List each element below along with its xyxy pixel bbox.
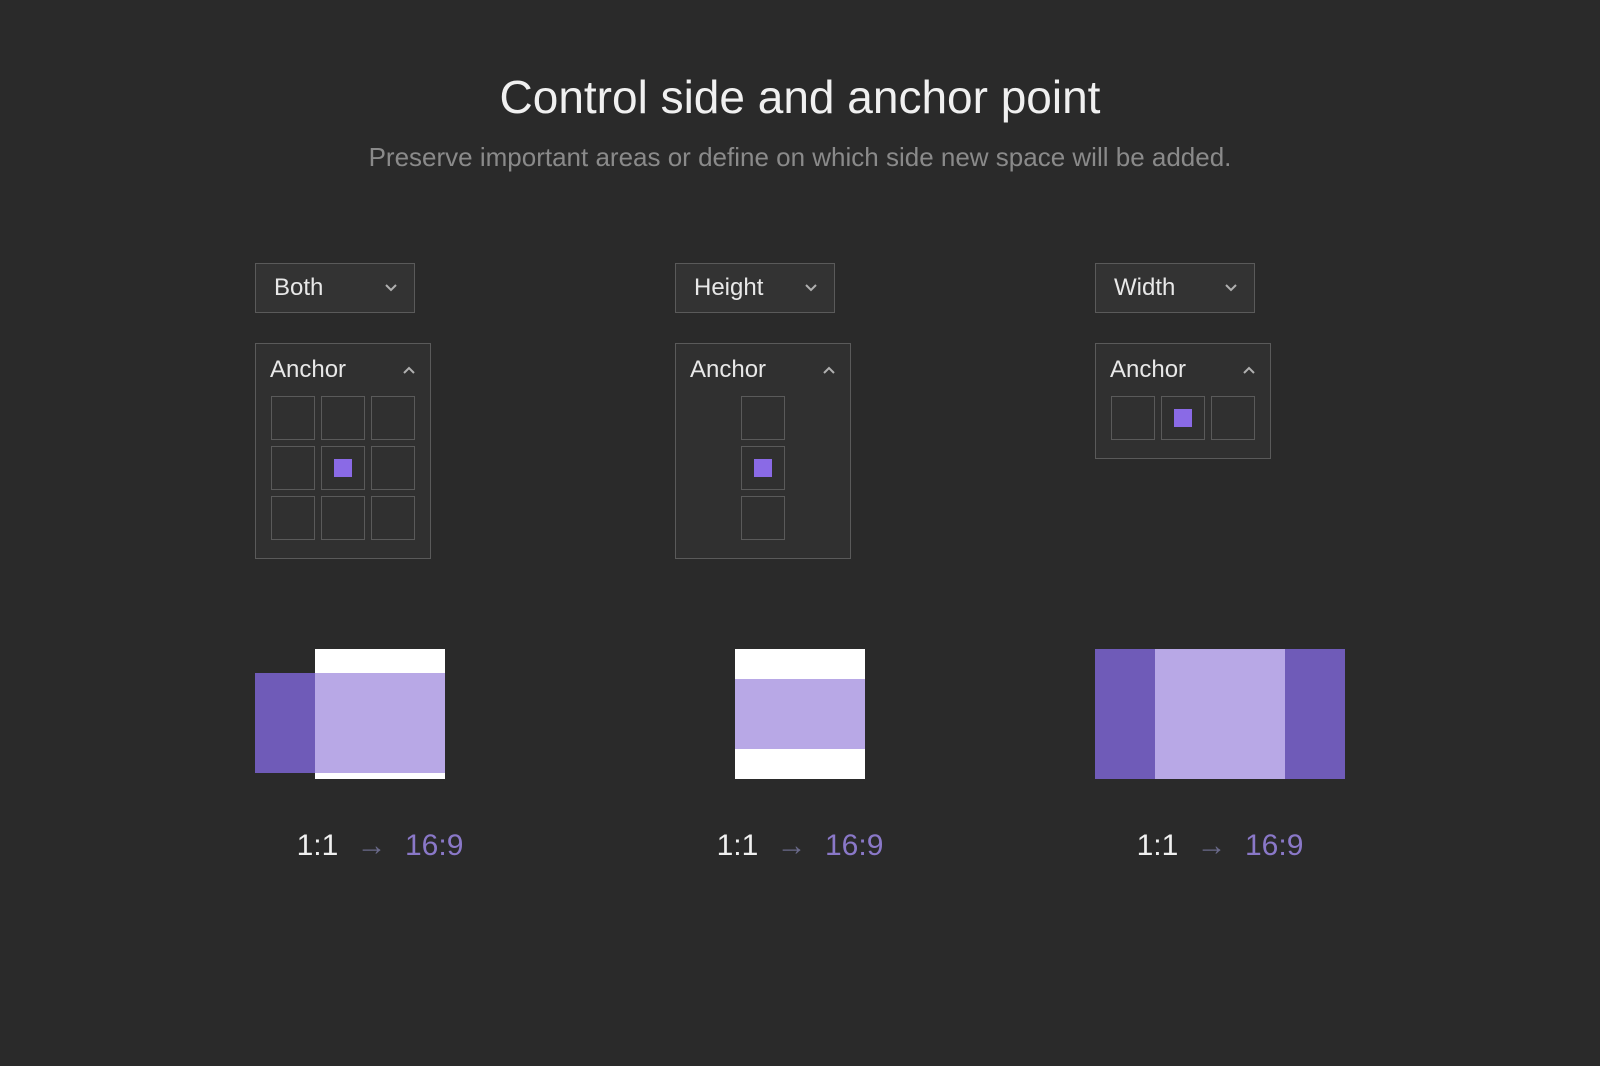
mode-dropdown-both[interactable]: Both [255,263,415,313]
anchor-cell[interactable] [321,496,365,540]
anchor-panel-width: Anchor [1095,343,1271,459]
mode-dropdown-width[interactable]: Width [1095,263,1255,313]
anchor-cell[interactable] [271,496,315,540]
anchor-cell[interactable] [371,496,415,540]
chevron-up-icon [822,363,836,377]
mode-dropdown-height[interactable]: Height [675,263,835,313]
chevron-down-icon [384,281,398,295]
mode-dropdown-label: Height [694,274,763,302]
anchor-panel-both: Anchor [255,343,431,559]
ratio-height: 1:1 → 16:9 [675,829,925,863]
column-both: Both Anchor [255,263,505,559]
anchor-cell[interactable] [371,396,415,440]
anchor-cell[interactable] [1111,396,1155,440]
ratio-to: 16:9 [405,829,463,862]
anchor-header[interactable]: Anchor [690,356,836,384]
anchor-grid-height [741,396,785,540]
anchor-cell-selected[interactable] [741,446,785,490]
column-height: Height Anchor [675,263,925,559]
anchor-label: Anchor [690,356,766,384]
illus-shape [1155,649,1285,779]
anchor-cell-selected[interactable] [1161,396,1205,440]
arrow-right-icon: → [1197,829,1227,862]
anchor-label: Anchor [1110,356,1186,384]
anchor-header[interactable]: Anchor [270,356,416,384]
column-width: Width Anchor [1095,263,1345,559]
illustration-row [0,649,1600,789]
page: Control side and anchor point Preserve i… [0,0,1600,863]
ratio-to: 16:9 [825,829,883,862]
illus-shape [315,673,445,773]
mode-dropdown-label: Both [274,274,323,302]
chevron-up-icon [402,363,416,377]
anchor-cell[interactable] [741,396,785,440]
illustration-both [255,649,505,789]
anchor-cell[interactable] [741,496,785,540]
anchor-cell-selected[interactable] [321,446,365,490]
anchor-grid-both [271,396,415,540]
page-subtitle: Preserve important areas or define on wh… [369,142,1232,173]
mode-dropdown-label: Width [1114,274,1175,302]
illustration-width [1095,649,1345,789]
anchor-header[interactable]: Anchor [1110,356,1256,384]
ratio-from: 1:1 [297,829,339,862]
ratio-to: 16:9 [1245,829,1303,862]
arrow-right-icon: → [357,829,387,862]
arrow-right-icon: → [777,829,807,862]
ratio-row: 1:1 → 16:9 1:1 → 16:9 1:1 → 16:9 [0,829,1600,863]
anchor-cell[interactable] [321,396,365,440]
anchor-cell[interactable] [271,396,315,440]
ratio-from: 1:1 [717,829,759,862]
anchor-label: Anchor [270,356,346,384]
chevron-down-icon [804,281,818,295]
anchor-grid-width [1111,396,1255,440]
illus-shape [735,679,865,749]
page-title: Control side and anchor point [500,70,1101,124]
ratio-width: 1:1 → 16:9 [1095,829,1345,863]
ratio-from: 1:1 [1137,829,1179,862]
ratio-both: 1:1 → 16:9 [255,829,505,863]
anchor-panel-height: Anchor [675,343,851,559]
illustration-height [675,649,925,789]
chevron-up-icon [1242,363,1256,377]
columns-row: Both Anchor [0,263,1600,559]
chevron-down-icon [1224,281,1238,295]
anchor-cell[interactable] [271,446,315,490]
anchor-cell[interactable] [371,446,415,490]
anchor-cell[interactable] [1211,396,1255,440]
